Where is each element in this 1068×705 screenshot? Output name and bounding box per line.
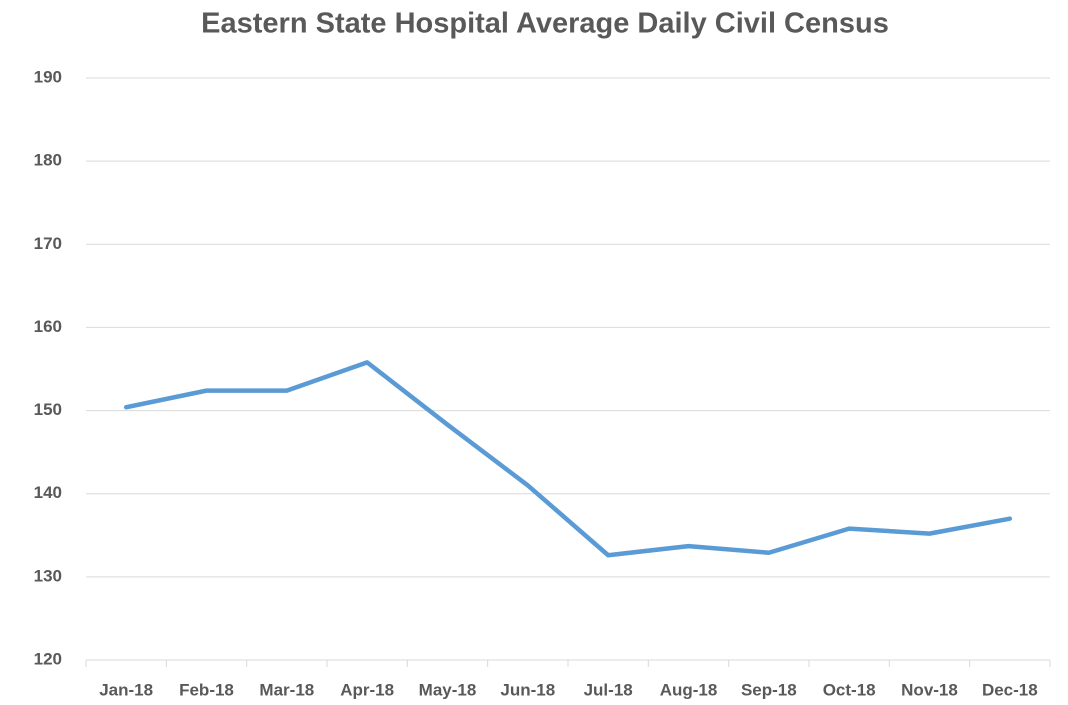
x-tick-label: Oct-18 [823,680,876,699]
x-tick-label: Nov-18 [901,680,958,699]
x-tick-label: Aug-18 [660,680,718,699]
y-tick-label: 160 [34,317,62,336]
x-tick-label: May-18 [419,680,477,699]
y-tick-label: 180 [34,151,62,170]
x-tick-label: Jul-18 [584,680,633,699]
y-tick-label: 170 [34,234,62,253]
data-line [123,360,1013,558]
y-tick-label: 120 [34,649,62,668]
x-tick-label: Apr-18 [340,680,394,699]
x-tick-label: Jun-18 [500,680,555,699]
y-tick-label: 130 [34,566,62,585]
x-tick-label: Sep-18 [741,680,797,699]
y-tick-label: 140 [34,483,62,502]
y-tick-label: 190 [34,67,62,86]
x-tick-label: Jan-18 [99,680,153,699]
x-tick-label: Mar-18 [259,680,314,699]
x-tick-label: Feb-18 [179,680,234,699]
y-tick-label: 150 [34,400,62,419]
chart-title: Eastern State Hospital Average Daily Civ… [201,8,889,40]
x-tick-label: Dec-18 [982,680,1038,699]
